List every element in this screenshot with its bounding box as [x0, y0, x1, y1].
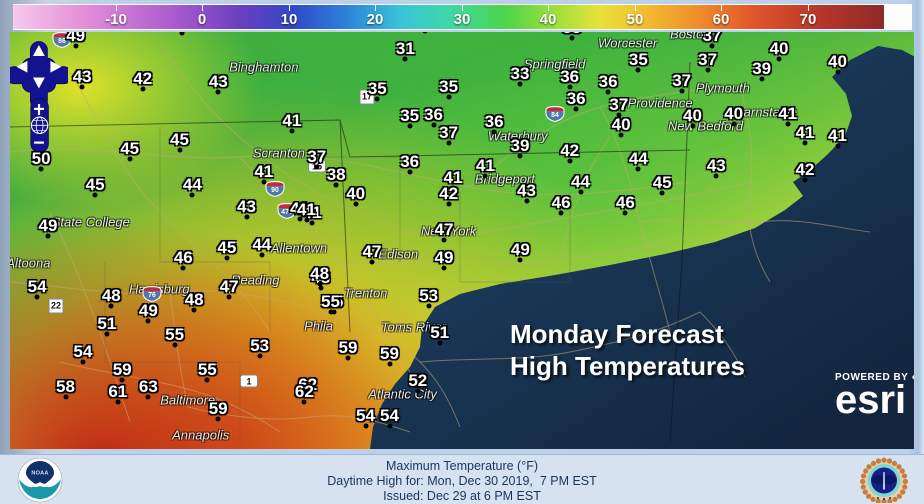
svg-text:86: 86 [58, 38, 66, 45]
svg-text:84: 84 [551, 112, 559, 119]
svg-text:90: 90 [271, 187, 279, 194]
svg-text:76: 76 [148, 293, 156, 300]
svg-text:NOAA: NOAA [31, 471, 48, 477]
